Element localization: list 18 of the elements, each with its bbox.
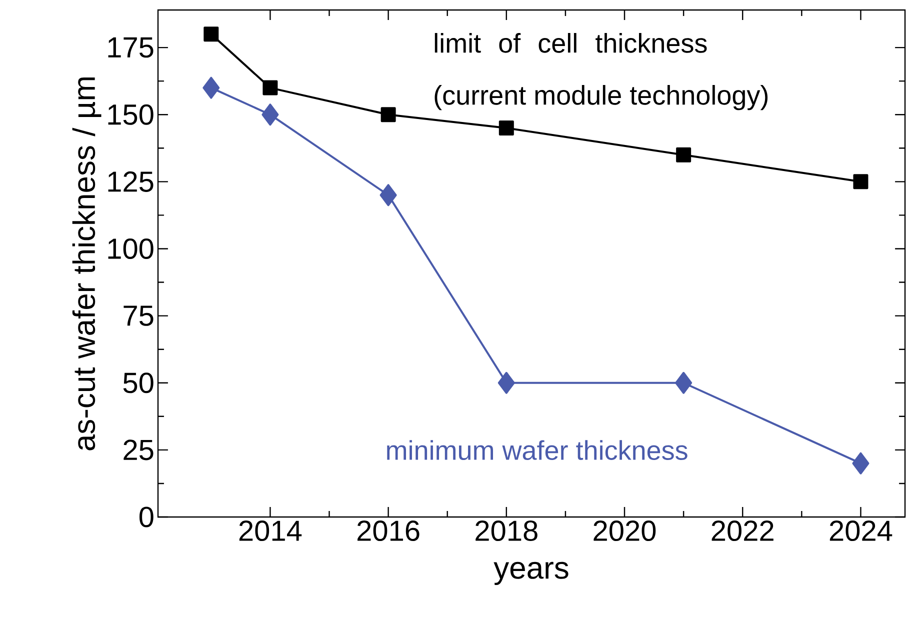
y-tick-label: 50 (123, 372, 154, 394)
y-tick-label: 25 (124, 440, 154, 460)
series-label: minimum wafer thickness (387, 440, 688, 460)
y-tick-label: 100 (108, 238, 154, 260)
y-tick-label: 150 (108, 104, 154, 125)
x-axis-title: years (494, 562, 568, 586)
y-tick-label: 125 (108, 171, 154, 192)
x-tick-label: 2024 (830, 520, 892, 542)
legend-label: limit of cell thickness (current module technology) (434, 33, 768, 110)
y-tick-label: 0 (139, 506, 154, 528)
x-tick-label: 2022 (712, 520, 774, 542)
y-tick-label: 175 (108, 37, 154, 58)
y-axis-title: as-cut wafer thickness / µm (72, 77, 102, 450)
x-tick-label: 2020 (594, 520, 656, 542)
x-tick-label: 2014 (239, 520, 302, 542)
x-tick-label: 2016 (358, 520, 420, 542)
y-tick-label: 75 (124, 306, 154, 326)
x-tick-label: 2018 (476, 520, 538, 542)
